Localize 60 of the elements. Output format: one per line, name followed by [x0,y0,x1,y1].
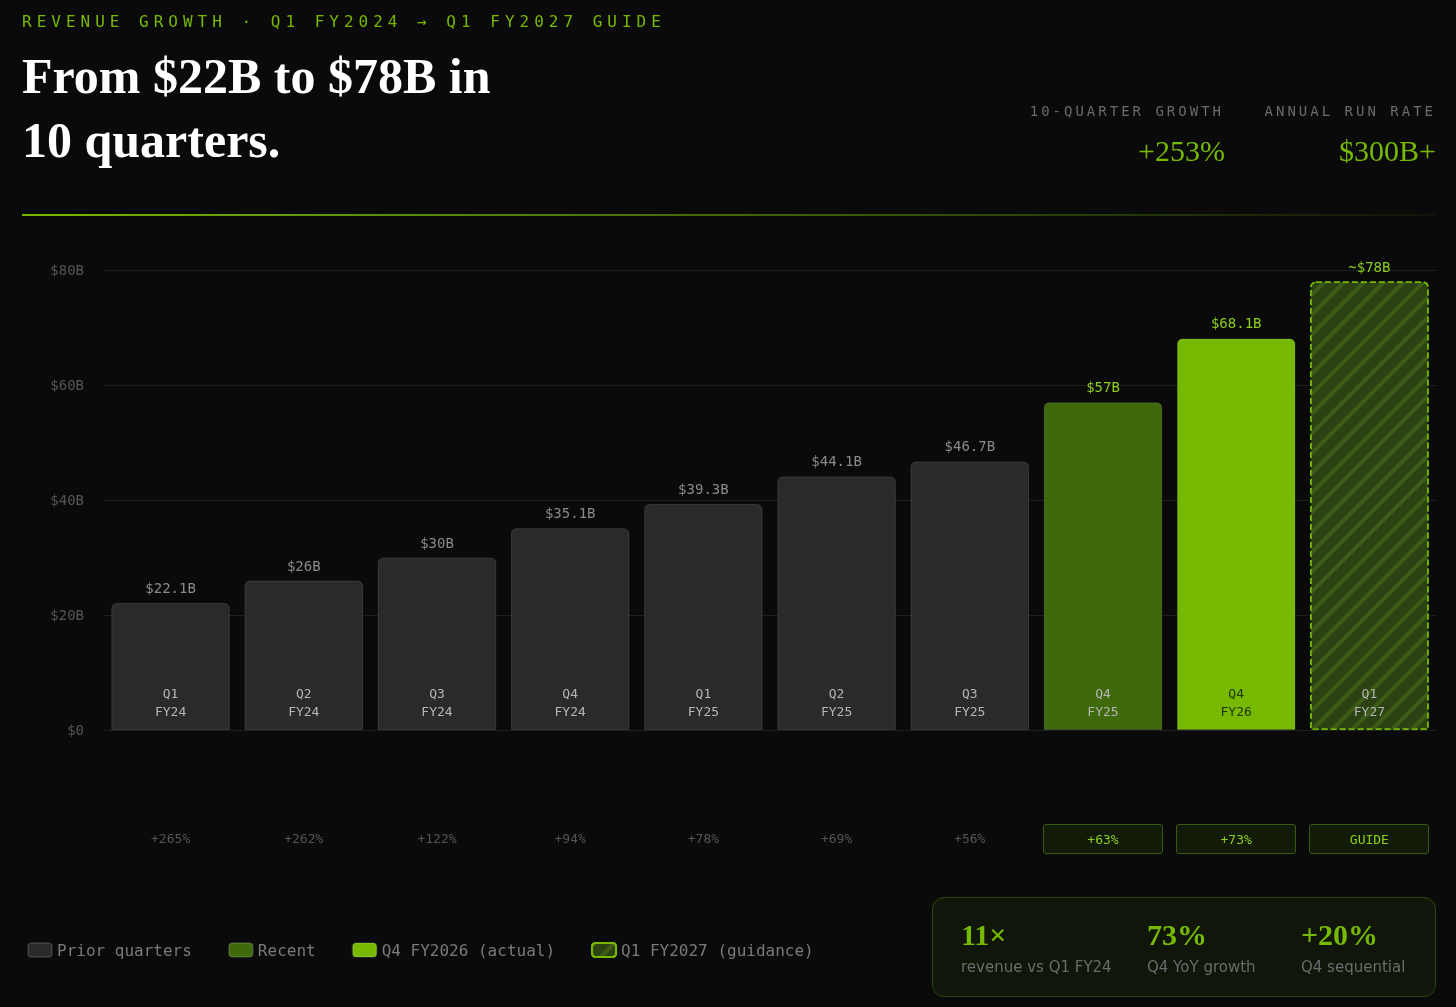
chart-subtitle: REVENUE GROWTH · Q1 FY2024 → Q1 FY2027 GUIDE [22,12,666,31]
data-label: $22.1B [145,579,196,596]
bar [910,461,1030,730]
data-label: $26B [286,557,321,574]
data-label: $39.3B [678,481,729,498]
text: +94% [553,830,587,848]
text: +73% [1176,824,1297,854]
x-tick-label: Q2 FY24 [288,685,320,719]
x-tick-label: Q3 FY24 [421,685,453,719]
y-tick-label: $0 [67,722,84,738]
text: +69% [819,830,854,848]
y-tick-label: $80B [50,262,84,278]
legend-label: Prior quarters [57,940,192,960]
text: +122% [416,830,458,848]
text: +78% [686,830,721,848]
legend-label: Recent [257,940,316,960]
y-tick-label: $40B [50,492,84,508]
text: 10-QUARTER GROWTH [1029,103,1224,119]
x-tick-label: Q2 FY25 [820,685,853,719]
x-tick-label: Q1 FY27 [1353,685,1386,719]
x-tick-label: Q4 FY25 [1087,685,1119,719]
x-tick-label: Q1 FY24 [154,685,187,719]
x-tick-label: Q4 FY26 [1220,685,1252,719]
x-tick-label: Q4 FY24 [554,685,587,719]
text: +20% [1301,918,1379,952]
text: 11× [961,918,1007,952]
bar [244,580,364,730]
data-label: $46.7B [944,438,996,455]
data-label: $35.1B [544,505,596,522]
bar [1043,402,1163,730]
y-tick-label: $60B [50,377,84,393]
data-label: $44.1B [811,453,862,470]
text: 73% [1147,918,1207,952]
text: revenue vs Q1 FY24 [961,958,1112,976]
text: Q4 sequential [1301,958,1406,976]
x-tick-label: Q3 FY25 [954,685,986,719]
text: GUIDE [1309,824,1430,854]
bar [644,504,763,730]
legend-label: Q1 FY2027 (guidance) [621,940,814,960]
data-label: $68.1B [1210,315,1262,332]
text: Q4 YoY growth [1147,958,1256,976]
text: +262% [283,830,325,848]
text: ANNUAL RUN RATE [1264,103,1436,119]
text: +63% [1043,824,1163,854]
bar [1176,338,1296,730]
data-label: $57B [1086,379,1120,396]
text: +56% [953,830,987,848]
legend-label: Q4 FY2026 (actual) [381,940,556,960]
bar [777,476,896,730]
text: +265% [150,830,192,848]
text: $300B+ [1339,134,1436,168]
data-label: ~$78B [1348,258,1391,275]
chart-title: From $22B to $78B in 10 quarters. [22,47,492,170]
y-tick-label: $20B [50,607,84,623]
data-label: $30B [420,534,454,551]
x-tick-label: Q1 FY25 [687,685,720,719]
bar [510,528,630,730]
bar [111,602,230,730]
bar [377,557,497,730]
text: +253% [1138,134,1225,168]
